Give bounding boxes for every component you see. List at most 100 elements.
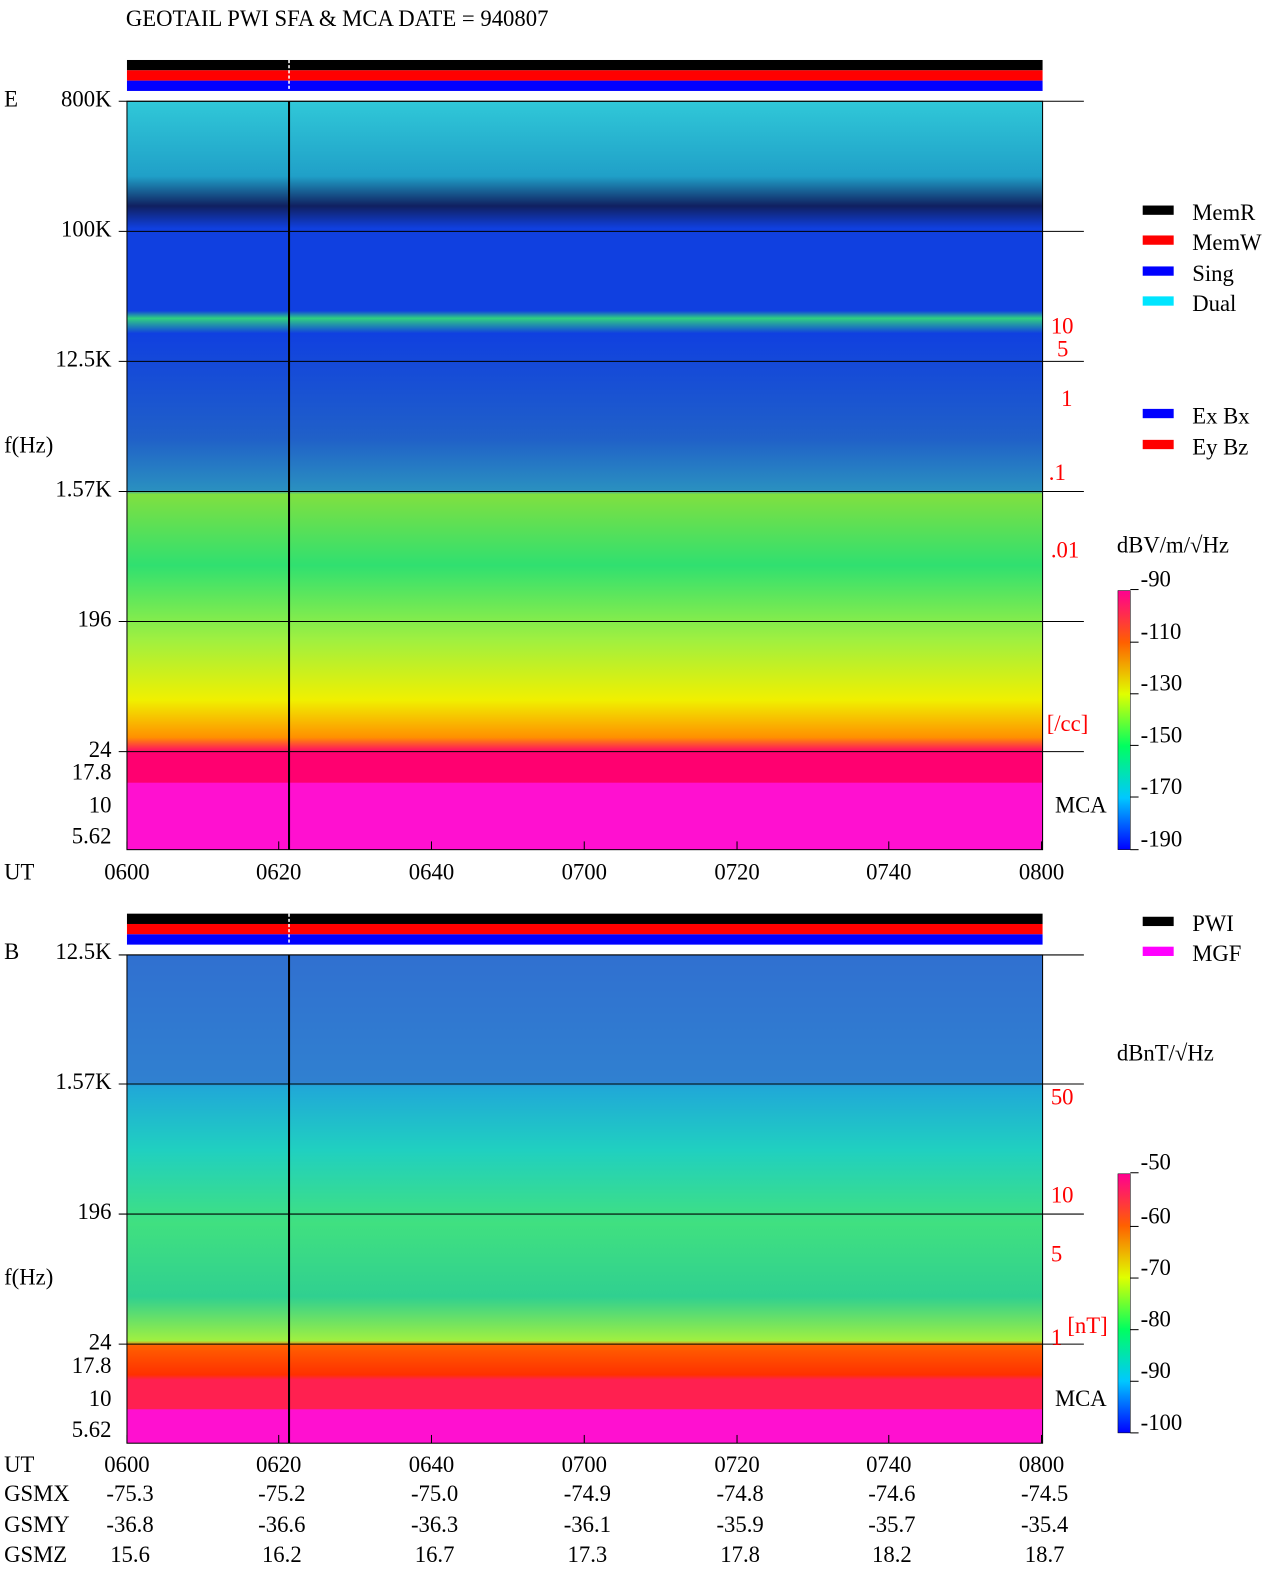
freq-label: 10 [89,1386,112,1411]
colorbar-tick-label: -110 [1141,619,1182,644]
orbit-value: -35.4 [1021,1512,1068,1537]
time-label: 0700 [562,860,607,885]
legend-swatch [1142,916,1174,927]
time-label: 0600 [104,860,149,885]
orbit-value: -35.7 [868,1512,915,1537]
orbit-value: 16.2 [262,1542,302,1567]
orbit-label: GSMY [4,1512,70,1537]
freq-label: 24 [89,1329,112,1354]
legend-label: Ex Bx [1192,403,1250,428]
colorbar-tick-label: -60 [1141,1203,1171,1228]
colorbar-tick-label: -190 [1141,827,1183,852]
time-label: 0640 [409,860,454,885]
freq-label: 12.5K [55,347,112,372]
freq-label: 196 [77,1199,111,1224]
side-label: 1 [1061,386,1072,411]
colorbar-tick-label: -90 [1141,566,1171,591]
freq-label: 1.57K [55,477,112,502]
time-label: 0700 [562,1452,607,1477]
side-label: 5 [1057,336,1068,361]
colorbar-tick-label: -150 [1141,722,1183,747]
orbit-value: 17.3 [568,1542,608,1567]
colorbar-tick-label: -130 [1141,671,1183,696]
side-label: .01 [1051,538,1079,563]
status-bar [126,934,1043,945]
freq-label: 5.62 [72,1417,112,1442]
legend-label: PWI [1192,911,1234,936]
status-bar [126,59,1043,71]
freq-label: 17.8 [72,1353,112,1378]
legend-swatch [1142,296,1174,306]
orbit-value: -75.0 [411,1481,458,1506]
time-label: 0740 [866,1452,911,1477]
status-bar [126,70,1043,81]
legend-label: MemR [1192,200,1256,225]
orbit-value: -36.3 [411,1512,458,1537]
colorbar-unit: dBnT/√Hz [1117,1040,1214,1065]
mca-label: MCA [1055,793,1107,818]
time-label: 0800 [1019,1452,1064,1477]
legend-swatch [1142,235,1174,245]
time-label: 0740 [866,860,911,885]
side-label: [nT] [1067,1313,1107,1338]
orbit-value: -75.3 [106,1481,153,1506]
time-label: 0720 [714,1452,759,1477]
orbit-value: -74.8 [716,1481,763,1506]
legend-label: Sing [1192,261,1234,286]
time-axis-label: UT [4,1452,34,1477]
spectrogram [126,954,1043,1444]
colorbar-tick-label: -100 [1141,1410,1183,1435]
side-label: 50 [1051,1085,1074,1110]
orbit-value: -74.5 [1021,1481,1068,1506]
legend-swatch [1142,266,1174,276]
orbit-value: -35.9 [716,1512,763,1537]
colorbar [1117,590,1131,850]
side-label: 10 [1051,1183,1074,1208]
y-axis-label: f(Hz) [4,432,53,457]
legend-swatch [1142,205,1174,215]
time-label: 0720 [714,860,759,885]
freq-label: 196 [77,607,111,632]
title: GEOTAIL PWI SFA & MCA DATE = 940807 [126,6,549,31]
orbit-value: -36.1 [564,1512,611,1537]
panel-label: E [4,86,18,111]
orbit-value: 18.7 [1025,1542,1065,1567]
time-label: 0800 [1019,860,1064,885]
freq-label: 800K [61,86,112,111]
legend-swatch [1142,946,1174,956]
freq-label: 10 [89,793,112,818]
time-label: 0600 [104,1452,149,1477]
side-label: [/cc] [1047,711,1089,736]
orbit-value: -36.8 [106,1512,153,1537]
status-bar [126,913,1043,924]
orbit-value: 18.2 [872,1542,912,1567]
colorbar-unit: dBV/m/√Hz [1117,532,1229,557]
freq-label: 17.8 [72,760,112,785]
spectrogram [126,101,1043,850]
y-axis-label: f(Hz) [4,1264,53,1289]
legend-label: Ey Bz [1192,434,1248,459]
mca-label: MCA [1055,1386,1107,1411]
side-label: .1 [1049,460,1066,485]
time-label: 0620 [256,1452,301,1477]
freq-label: 24 [89,737,112,762]
side-label: 10 [1051,314,1074,339]
orbit-label: GSMX [4,1481,70,1506]
legend-label: MGF [1192,941,1241,966]
time-label: 0620 [256,860,301,885]
colorbar [1117,1173,1131,1434]
freq-label: 100K [61,217,112,242]
status-bar [126,80,1043,91]
colorbar-tick-label: -50 [1141,1150,1171,1175]
side-label: 1 [1051,1325,1062,1350]
orbit-value: 17.8 [720,1542,760,1567]
legend-label: MemW [1192,230,1262,255]
orbit-value: -74.9 [564,1481,611,1506]
colorbar-tick-label: -80 [1141,1307,1171,1332]
orbit-label: GSMZ [4,1542,67,1567]
colorbar-tick-label: -90 [1141,1358,1171,1383]
time-label: 0640 [409,1452,454,1477]
legend-label: Dual [1192,291,1236,316]
orbit-value: 15.6 [110,1542,150,1567]
